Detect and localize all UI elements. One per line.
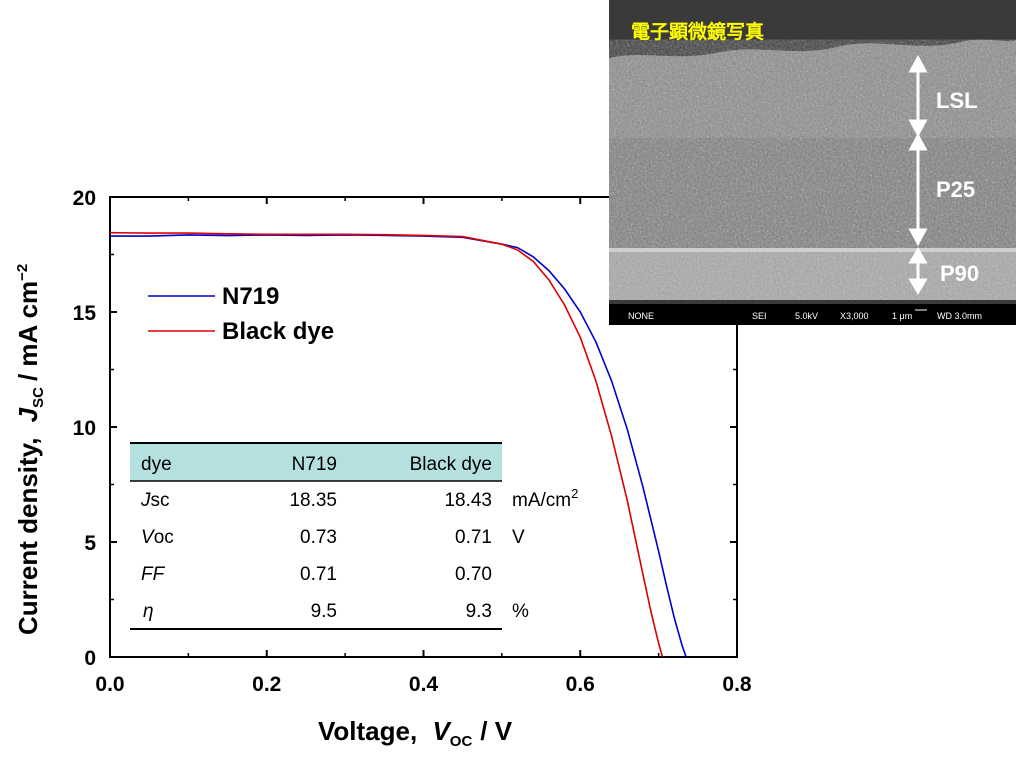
legend-label-n719: N719 <box>222 283 279 310</box>
sem-info-bar <box>609 304 1016 325</box>
y-tick-label: 5 <box>84 532 96 555</box>
sem-layer-p90-edge <box>609 248 1016 252</box>
table-row-voc-n719: 0.73 <box>300 527 337 548</box>
sem-info-detector: SEI <box>752 311 767 321</box>
y-tick-label: 15 <box>73 302 97 325</box>
x-tick-label: 0.6 <box>566 673 595 696</box>
y-axis-title: Current density, JSC/ mA cm−2 <box>13 264 47 635</box>
table-row-eta-black: 9.3 <box>466 601 492 622</box>
sem-inset: LSL P25 P90 電子顕微鏡写真 NONE SEI 5.0kV X3,00… <box>609 0 1016 325</box>
sem-label-p25: P25 <box>936 177 975 202</box>
x-axis-title: Voltage, VOC / V <box>318 716 513 750</box>
table-row-eta-label: η <box>143 601 154 622</box>
table-row-jsc-n719: 18.35 <box>289 490 337 511</box>
legend: N719 Black dye <box>148 283 334 345</box>
table-row-eta-unit: % <box>512 601 529 622</box>
sem-label-lsl: LSL <box>936 88 978 113</box>
table-header-n719: N719 <box>292 454 337 475</box>
sem-layer-p25 <box>609 138 1016 250</box>
table-header-black-dye: Black dye <box>410 454 492 475</box>
sem-label-p90: P90 <box>940 261 979 286</box>
x-tick-label: 0.0 <box>95 673 124 696</box>
table-row-jsc-unit: mA/cm2 <box>512 486 578 511</box>
y-tick-label: 0 <box>84 647 96 670</box>
table-row-jsc-label: Jsc <box>140 490 170 511</box>
x-tick-label: 0.2 <box>252 673 281 696</box>
sem-info-scale: 1 μm <box>892 311 912 321</box>
x-axis: 0.0 0.2 0.4 0.6 0.8 <box>95 197 752 696</box>
table-row-ff-n719: 0.71 <box>300 564 337 585</box>
sem-info-magnification: X3,000 <box>840 311 869 321</box>
x-tick-label: 0.4 <box>409 673 439 696</box>
sem-arrows <box>908 54 928 295</box>
table-header-bg <box>130 443 502 481</box>
x-tick-label: 0.8 <box>722 673 752 696</box>
series-group <box>110 231 687 657</box>
table-row-ff-label: FF <box>141 564 166 585</box>
table-header-dye: dye <box>141 454 172 475</box>
sem-info-label: NONE <box>628 311 654 321</box>
y-tick-label: 20 <box>73 187 96 210</box>
legend-label-black-dye: Black dye <box>222 318 334 345</box>
y-axis: 0 5 10 15 20 <box>73 187 737 670</box>
sem-layer-p90 <box>609 250 1016 300</box>
parameter-table: dye N719 Black dye Jsc 18.35 18.43 mA/cm… <box>130 442 578 630</box>
sem-title: 電子顕微鏡写真 <box>631 20 764 43</box>
y-tick-label: 10 <box>73 417 96 440</box>
table-row-voc-unit: V <box>512 527 525 548</box>
table-row-jsc-black: 18.43 <box>444 490 492 511</box>
sem-info-wd: WD 3.0mm <box>937 311 982 321</box>
table-row-eta-n719: 9.5 <box>311 601 337 622</box>
table-row-ff-black: 0.70 <box>455 564 492 585</box>
table-row-voc-label: Voc <box>141 527 174 548</box>
table-row-voc-black: 0.71 <box>455 527 492 548</box>
series-line-black-dye <box>110 231 664 657</box>
sem-info-voltage: 5.0kV <box>795 311 818 321</box>
